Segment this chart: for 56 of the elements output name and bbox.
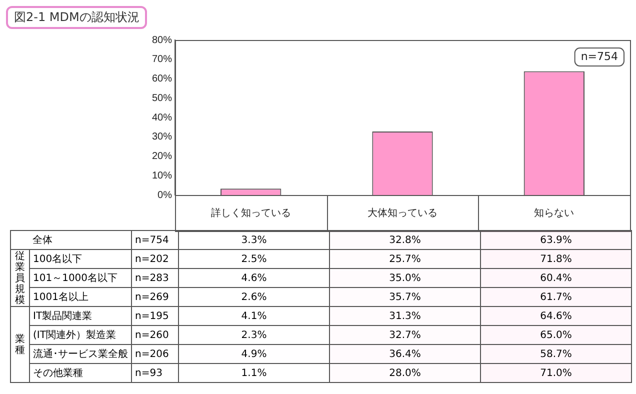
- y-tick-label: IT製品関連業: [30, 306, 132, 326]
- data-label: 25.7%: [330, 250, 480, 268]
- data-label: 61.7%: [480, 288, 632, 306]
- data-label: 58.7%: [480, 344, 632, 364]
- data-label: 31.3%: [330, 306, 480, 326]
- y2-tick-label: n=269: [132, 288, 178, 306]
- y-tick-label: 0%: [158, 190, 172, 201]
- y2-tick-label: n=206: [132, 344, 178, 364]
- data-label: 65.0%: [480, 326, 632, 344]
- data-label: 35.0%: [330, 268, 480, 288]
- y-tick-label: 全体: [30, 230, 132, 250]
- y2-tick-label: n=195: [132, 306, 178, 326]
- y-tick-label: 80%: [152, 34, 172, 46]
- data-label: 4.1%: [178, 306, 330, 326]
- y-tick-label: 40%: [152, 112, 172, 124]
- y-tick-label: (IT関連外）製造業: [30, 326, 132, 344]
- text: 業種: [14, 334, 26, 356]
- data-label: 4.6%: [178, 268, 330, 288]
- x-tick-label: 知らない: [534, 206, 574, 219]
- y-tick-label: 60%: [152, 74, 172, 84]
- text: 図2-1 MDMの認知状況: [6, 6, 148, 29]
- data-label: 63.9%: [480, 230, 632, 250]
- data-label: 35.7%: [330, 288, 480, 306]
- y-tick-label: 100名以下: [30, 250, 132, 268]
- data-label: 60.4%: [480, 268, 632, 288]
- text: 従業員規模: [11, 250, 29, 306]
- y2-tick-label: n=283: [132, 268, 178, 288]
- data-label: 4.9%: [178, 344, 330, 364]
- data-label: 2.5%: [178, 250, 330, 268]
- y2-tick-label: n=93: [132, 364, 178, 382]
- data-label: 2.6%: [178, 288, 330, 306]
- x-tick-label: 詳しく知っている: [210, 206, 291, 219]
- y-tick-label: その他業種: [30, 364, 132, 382]
- data-label: 3.3%: [178, 230, 330, 250]
- y2-tick-label: n=754: [132, 230, 178, 250]
- annotation: n=754: [580, 50, 618, 63]
- x-tick-label: 大体知っている: [368, 206, 438, 219]
- y-tick-label: 10%: [152, 170, 172, 182]
- y-tick-label: 101～1000名以下: [30, 268, 132, 288]
- data-label: 32.8%: [330, 230, 480, 250]
- y-tick-label: 50%: [152, 92, 172, 104]
- data-label: 71.8%: [480, 250, 632, 268]
- data-label: 32.7%: [330, 326, 480, 344]
- data-label: 64.6%: [480, 306, 632, 326]
- data-label: 2.3%: [178, 326, 330, 344]
- y-tick-label: 30%: [152, 132, 172, 143]
- y-tick-label: 70%: [152, 54, 172, 66]
- y-tick-label: 1001名以上: [30, 288, 132, 306]
- data-label: 71.0%: [480, 364, 632, 382]
- data-label: 36.4%: [330, 344, 480, 364]
- y-tick-label: 20%: [152, 151, 172, 162]
- y2-tick-label: n=260: [132, 326, 178, 344]
- y-tick-label: 流通･サービス業全般: [30, 344, 132, 364]
- data-label: 28.0%: [330, 364, 480, 382]
- data-label: 1.1%: [178, 364, 330, 382]
- y2-tick-label: n=202: [132, 250, 178, 268]
